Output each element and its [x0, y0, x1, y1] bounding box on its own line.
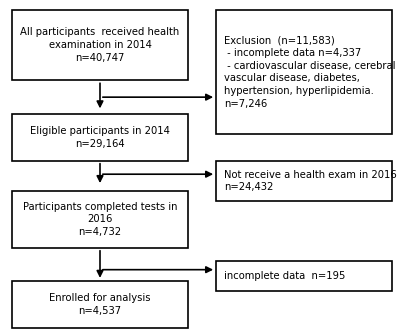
Text: Not receive a health exam in 2016
n=24,432: Not receive a health exam in 2016 n=24,4… [224, 170, 397, 192]
Text: Eligible participants in 2014
n=29,164: Eligible participants in 2014 n=29,164 [30, 126, 170, 149]
Text: Enrolled for analysis
n=4,537: Enrolled for analysis n=4,537 [49, 293, 151, 316]
FancyBboxPatch shape [216, 10, 392, 134]
Text: Participants completed tests in
2016
n=4,732: Participants completed tests in 2016 n=4… [23, 202, 177, 237]
FancyBboxPatch shape [12, 191, 188, 248]
Text: All participants  received health
examination in 2014
n=40,747: All participants received health examina… [20, 27, 180, 63]
Text: incomplete data  n=195: incomplete data n=195 [224, 271, 345, 281]
FancyBboxPatch shape [12, 114, 188, 161]
FancyBboxPatch shape [216, 161, 392, 201]
FancyBboxPatch shape [12, 281, 188, 328]
FancyBboxPatch shape [12, 10, 188, 80]
Text: Exclusion  (n=11,583)
 - incomplete data n=4,337
 - cardiovascular disease, cere: Exclusion (n=11,583) - incomplete data n… [224, 35, 396, 109]
FancyBboxPatch shape [216, 261, 392, 291]
